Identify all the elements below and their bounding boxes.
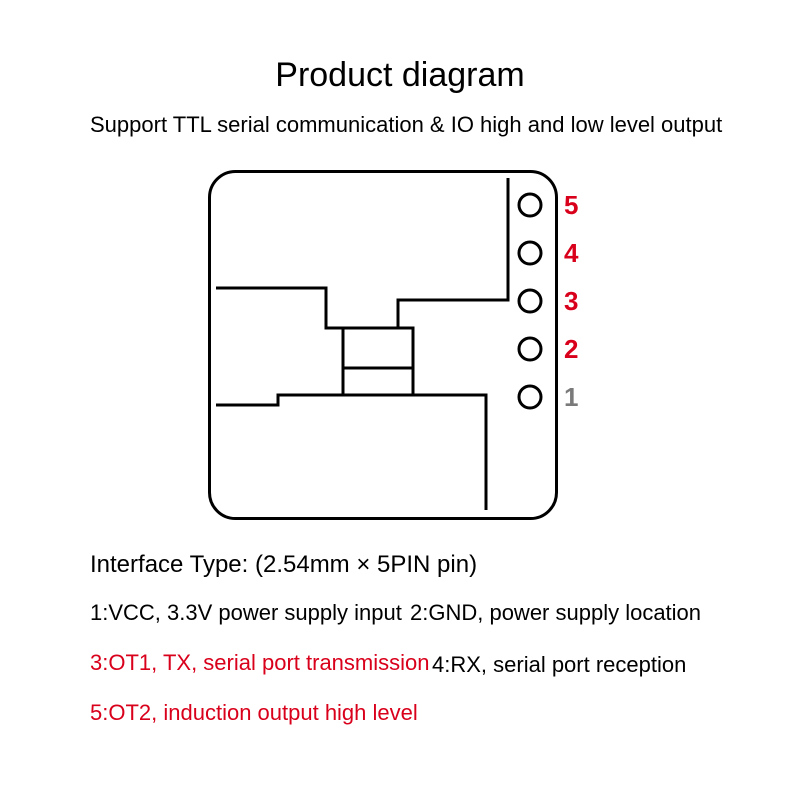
pin-hole-4 <box>519 242 541 264</box>
pin-def-5: 5:OT2, induction output high level <box>90 700 418 726</box>
trace-path-0 <box>216 178 508 328</box>
pin-def-4: 4:RX, serial port reception <box>432 652 686 678</box>
interface-type-label: Interface Type: (2.54mm × 5PIN pin) <box>90 551 477 579</box>
pin-label-4: 4 <box>564 238 579 268</box>
pin-hole-2 <box>519 338 541 360</box>
trace-path-2 <box>343 328 413 395</box>
product-diagram: 5 4 3 2 1 <box>208 170 628 520</box>
pin-hole-5 <box>519 194 541 216</box>
pin-label-5: 5 <box>564 190 578 220</box>
pin-def-3: 3:OT1, TX, serial port transmission <box>90 650 430 676</box>
trace-path-1 <box>216 368 486 510</box>
pin-hole-1 <box>519 386 541 408</box>
diagram-subtitle: Support TTL serial communication & IO hi… <box>90 112 722 138</box>
pin-label-2: 2 <box>564 334 578 364</box>
pcb-outline-svg: 5 4 3 2 1 <box>208 170 628 520</box>
pin-label-1: 1 <box>564 382 578 412</box>
pin-def-1: 1:VCC, 3.3V power supply input <box>90 600 402 626</box>
pcb-border <box>210 172 557 519</box>
pin-label-3: 3 <box>564 286 578 316</box>
pin-def-2: 2:GND, power supply location <box>410 600 701 626</box>
pin-hole-3 <box>519 290 541 312</box>
diagram-title: Product diagram <box>275 56 524 95</box>
